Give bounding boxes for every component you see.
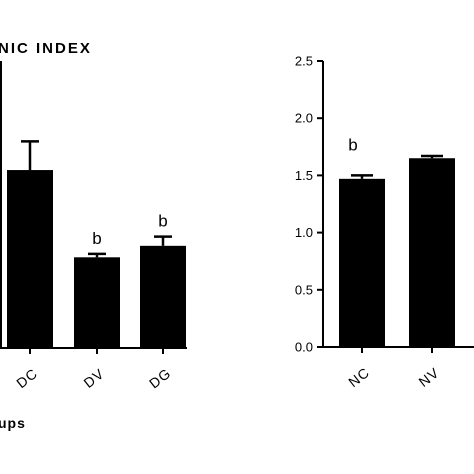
left-plot-area: DC DV b DG b — [0, 61, 187, 391]
x-tick-label-nv: NV — [416, 364, 443, 390]
bar-nc — [339, 178, 385, 347]
x-tick-label-dc: DC — [13, 365, 40, 391]
left-chart: NIC INDEX ups DC DV b DG b — [0, 40, 187, 431]
right-plot-area: 0.0 0.5 1.0 1.5 2.0 2.5 NC b NV — [295, 54, 474, 390]
bar-dc — [7, 170, 53, 348]
y-tick-label-0-0: 0.0 — [295, 340, 313, 355]
y-tick-label-2-5: 2.5 — [295, 54, 313, 69]
x-tick-label-nc: NC — [345, 364, 372, 390]
bar-nv — [409, 158, 455, 347]
x-tick-label-dg: DG — [146, 365, 174, 392]
y-tick-label-2-0: 2.0 — [295, 111, 313, 126]
significance-label-nc: b — [348, 135, 357, 154]
bar-dv — [74, 257, 120, 348]
significance-label-dv: b — [92, 229, 101, 248]
right-chart: 0.0 0.5 1.0 1.5 2.0 2.5 NC b NV — [295, 54, 474, 390]
x-tick-label-dv: DV — [81, 365, 108, 391]
y-tick-label-1-5: 1.5 — [295, 168, 313, 183]
y-tick-label-0-5: 0.5 — [295, 282, 313, 297]
bar-dg — [140, 245, 186, 348]
left-chart-x-axis-label: ups — [0, 415, 26, 431]
significance-label-dg: b — [158, 212, 167, 231]
y-tick-label-1-0: 1.0 — [295, 225, 313, 240]
left-chart-title: NIC INDEX — [0, 40, 92, 57]
